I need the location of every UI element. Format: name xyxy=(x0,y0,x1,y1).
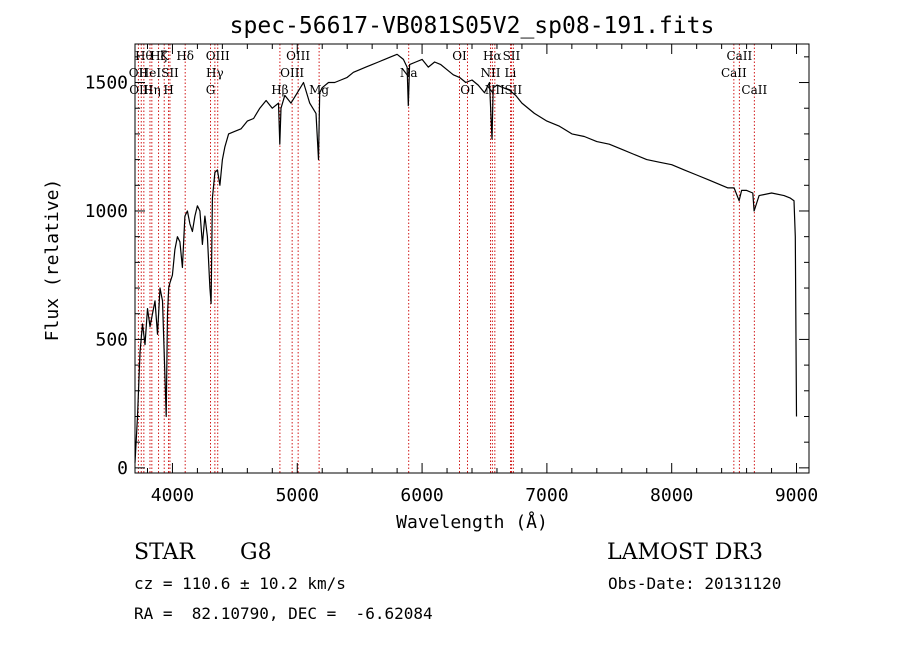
x-tick-label: 9000 xyxy=(775,485,818,506)
spectral-line-label: Na xyxy=(400,66,418,80)
spectral-line-label: NII xyxy=(480,66,500,80)
y-tick-label: 1500 xyxy=(85,73,128,94)
spectral-line-label: OIII xyxy=(280,66,304,80)
object-class: STAR xyxy=(134,540,195,565)
object-subclass: G8 xyxy=(240,540,272,565)
spectral-line-label: Hζ xyxy=(150,49,167,63)
spectral-line-label: CaII xyxy=(726,49,752,63)
spectral-line-label: CaII xyxy=(741,83,767,97)
spectral-line-label: Hγ xyxy=(206,66,224,80)
spectral-line-label: OIII xyxy=(286,49,310,63)
spectral-line-label: K xyxy=(160,49,170,63)
spectral-line-markers xyxy=(137,44,755,473)
spectral-line-label: CaII xyxy=(721,66,747,80)
x-tick-label: 4000 xyxy=(151,485,194,506)
y-tick-label: 500 xyxy=(95,329,128,350)
plot-frame xyxy=(134,43,810,474)
spectral-line-label: G xyxy=(206,83,216,97)
spectral-line-label: OI xyxy=(460,83,475,97)
y-tick-label: 1000 xyxy=(85,201,128,222)
spectral-line-label: Hα xyxy=(483,49,502,63)
x-tick-label: 6000 xyxy=(400,485,443,506)
y-axis-label: Flux (relative) xyxy=(42,179,63,342)
spectral-line-label: Hθ xyxy=(135,49,153,63)
x-tick-label: 8000 xyxy=(650,485,693,506)
spectral-line-label: Hη xyxy=(143,83,161,97)
redshift-text: cz = 110.6 ± 10.2 km/s xyxy=(134,574,346,593)
survey-name: LAMOST DR3 xyxy=(607,540,763,565)
spectral-line-label: OIII xyxy=(206,49,230,63)
spectral-line-label: OII xyxy=(129,66,149,80)
spectral-line-label: Li xyxy=(505,66,517,80)
chart-title: spec-56617-VB081S05V2_sp08-191.fits xyxy=(230,13,715,39)
x-tick-label: 5000 xyxy=(276,485,319,506)
spectral-line-labels: OIIOIIIHθHeIHηHζKHSIIHδGHγOIIIHβOIIIOIII… xyxy=(129,49,768,97)
axis-ticks: 4000 5000 6000 7000 8000 9000 0 500 1000 1500 xyxy=(85,44,818,506)
spectral-line-label: SII xyxy=(504,83,522,97)
spectral-line-label: Hδ xyxy=(176,49,194,63)
obs-date: Obs-Date: 20131120 xyxy=(608,574,782,593)
spectrum-line xyxy=(134,53,798,463)
x-axis-label: Wavelength (Å) xyxy=(396,511,548,533)
x-tick-label: 7000 xyxy=(525,485,568,506)
spectral-line-label: SII xyxy=(503,49,521,63)
spectral-line-label: SII xyxy=(161,66,179,80)
spectral-line-label: HeI xyxy=(139,66,162,80)
spectral-line-label: Hβ xyxy=(271,83,288,97)
y-tick-label: 0 xyxy=(117,458,128,479)
coordinates-text: RA = 82.10790, DEC = -6.62084 xyxy=(134,604,433,623)
spectral-line-label: H xyxy=(163,83,173,97)
spectral-line-label: OI xyxy=(452,49,467,63)
